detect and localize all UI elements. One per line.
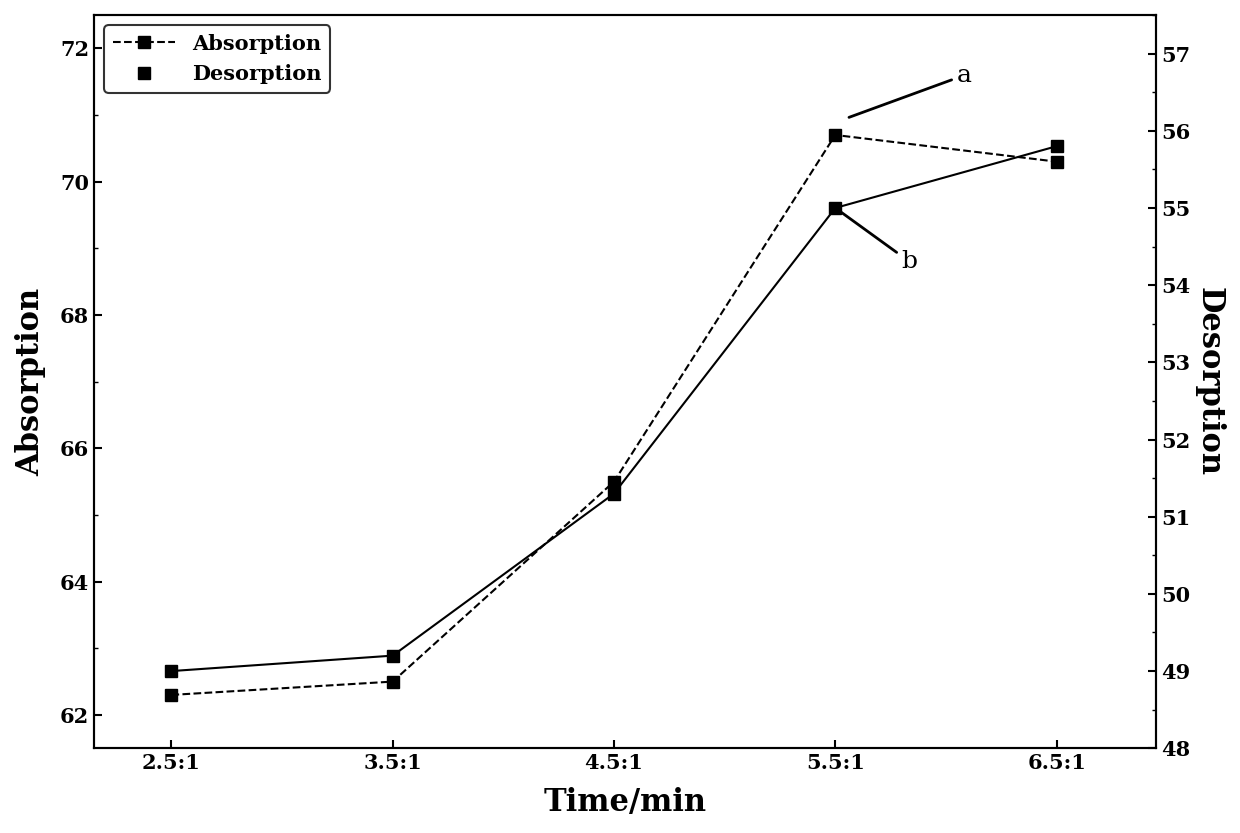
Absorption bbox=[1049, 157, 1064, 167]
X-axis label: Time/min: Time/min bbox=[543, 787, 707, 818]
Y-axis label: Desorption: Desorption bbox=[1194, 287, 1225, 476]
Desorption bbox=[386, 651, 401, 661]
Line: Absorption: Absorption bbox=[166, 129, 1063, 701]
Absorption bbox=[386, 676, 401, 686]
Desorption bbox=[828, 203, 843, 213]
Legend: Absorption, Desorption: Absorption, Desorption bbox=[104, 26, 330, 92]
Absorption bbox=[828, 130, 843, 140]
Absorption bbox=[164, 690, 179, 700]
Desorption bbox=[164, 666, 179, 676]
Y-axis label: Absorption: Absorption bbox=[15, 287, 46, 476]
Line: Desorption: Desorption bbox=[166, 141, 1063, 676]
Text: a: a bbox=[849, 63, 972, 117]
Text: b: b bbox=[837, 210, 918, 273]
Desorption bbox=[606, 488, 621, 498]
Desorption bbox=[1049, 142, 1064, 152]
Absorption bbox=[606, 476, 621, 486]
